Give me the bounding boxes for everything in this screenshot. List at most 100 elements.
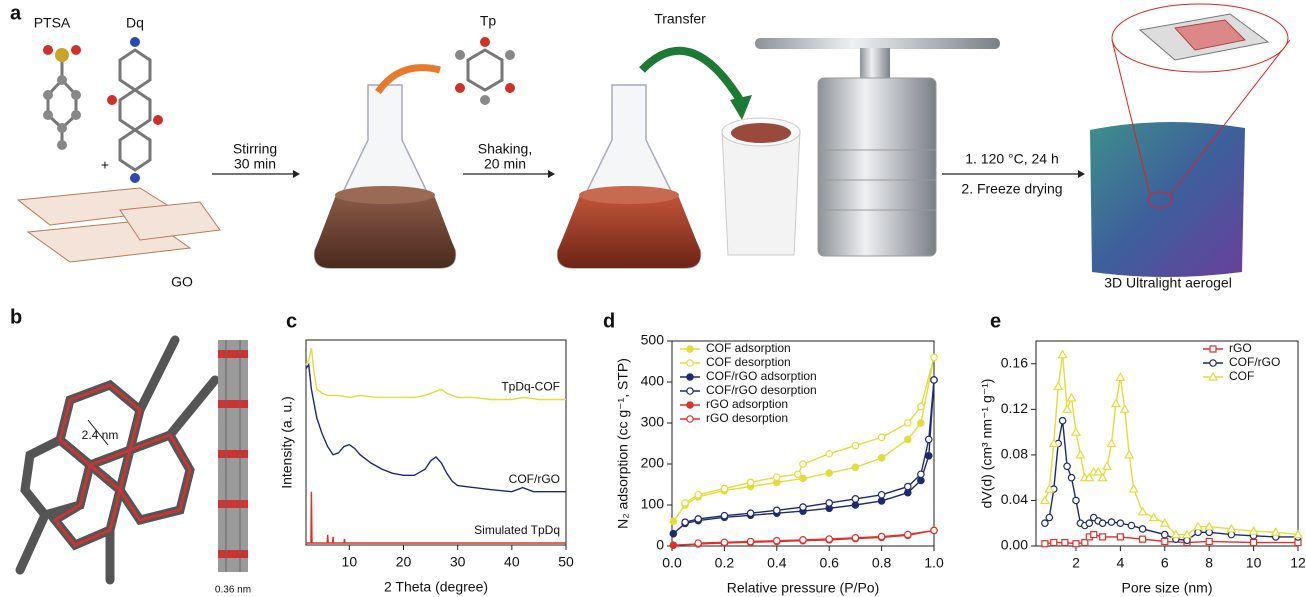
legend-marker (687, 374, 693, 380)
marker (721, 485, 727, 491)
arrow-head (1078, 170, 1085, 178)
marker (1117, 534, 1123, 540)
marker (826, 470, 832, 476)
marker (1063, 405, 1071, 412)
marker (1076, 451, 1084, 458)
marker (1062, 540, 1068, 546)
marker (918, 477, 924, 483)
marker (695, 492, 701, 498)
marker (905, 436, 911, 442)
marker (1251, 540, 1257, 546)
marker (918, 471, 924, 477)
x-tick-label: 20 (396, 554, 412, 570)
panel-letter: d (603, 310, 615, 332)
x-axis-label: Relative pressure (P/Po) (727, 580, 880, 596)
marker (1125, 451, 1133, 458)
legend-label: COF/rGO desorption (706, 383, 817, 397)
marker (670, 542, 676, 548)
marker (1162, 531, 1168, 537)
marker (1206, 538, 1212, 544)
stack-column (218, 340, 248, 572)
panel-letter: c (286, 310, 297, 332)
marker (1059, 418, 1065, 424)
x-tick-label: 50 (558, 554, 574, 570)
marker (1041, 496, 1049, 503)
label: 2. Freeze drying (961, 181, 1062, 197)
marker (926, 436, 932, 442)
flask (315, 85, 456, 268)
figure: a PTSA Dq + GO Stirring 30 min (0, 0, 1306, 597)
marker (1042, 520, 1048, 526)
marker (852, 442, 858, 448)
y-tick-label: 0 (656, 537, 664, 553)
x-tick-label: 8 (1205, 555, 1213, 571)
marker (852, 535, 858, 541)
y-axis-label: Intensity (a. u.) (279, 396, 295, 489)
arrow-head (293, 170, 300, 178)
marker (1139, 526, 1145, 532)
x-tick-label: 0.4 (767, 555, 787, 571)
legend-label: COF (1229, 369, 1254, 383)
marker (905, 483, 911, 489)
marker (800, 504, 806, 510)
x-tick-label: 0.0 (662, 555, 682, 571)
marker (878, 492, 884, 498)
marker (747, 510, 753, 516)
marker (1130, 485, 1138, 492)
chart-panel: e246810120.000.040.080.120.16Pore size (… (979, 310, 1306, 595)
label: Tp (480, 13, 497, 29)
marker (1162, 538, 1168, 544)
molecule-ptsa (43, 45, 81, 150)
marker (1108, 519, 1114, 525)
legend-marker (1210, 360, 1216, 366)
arrow-head (730, 95, 752, 120)
marker (1054, 383, 1062, 390)
marker (695, 540, 701, 546)
y-tick-label: 0.04 (1001, 491, 1028, 507)
legend-marker (687, 388, 693, 394)
label: PTSA (34, 15, 71, 31)
plot-frame (1036, 341, 1298, 546)
marker (1064, 463, 1070, 469)
graphene-oxide (18, 188, 220, 262)
marker (1046, 514, 1052, 520)
marker (1051, 540, 1057, 546)
y-tick-label: 500 (641, 332, 665, 348)
marker (682, 519, 688, 525)
marker (1059, 351, 1067, 358)
marker (918, 420, 924, 426)
marker (1072, 428, 1080, 435)
x-tick-label: 10 (1246, 555, 1262, 571)
label: 20 min (484, 156, 526, 172)
marker (826, 536, 832, 542)
label: 2.4 nm (82, 428, 119, 442)
label: + (101, 157, 109, 173)
marker (1073, 497, 1079, 503)
legend-label: COF desorption (706, 355, 791, 369)
marker (1128, 522, 1134, 528)
marker (721, 539, 727, 545)
y-tick-label: 200 (641, 455, 665, 471)
marker (1112, 400, 1120, 407)
arrow (642, 51, 740, 100)
label: 0.36 nm (215, 585, 251, 596)
marker (905, 490, 911, 496)
y-tick-label: 0.16 (1001, 354, 1028, 370)
marker (1103, 462, 1111, 469)
marker (926, 453, 932, 459)
y-tick-label: 300 (641, 414, 665, 430)
series-line (698, 530, 934, 543)
marker (1100, 534, 1106, 540)
x-tick-label: 6 (1161, 555, 1169, 571)
marker (852, 502, 858, 508)
panel-letter: a (10, 2, 22, 24)
molecule-tp (455, 37, 515, 105)
marker (931, 377, 937, 383)
legend-marker (1210, 346, 1216, 352)
marker (905, 420, 911, 426)
legend-label: rGO desorption (706, 411, 788, 425)
chart-panel: c10203040502 Theta (degree)Intensity (a.… (279, 310, 574, 594)
plot-frame (306, 340, 566, 545)
marker (670, 531, 676, 537)
marker (1139, 508, 1147, 515)
